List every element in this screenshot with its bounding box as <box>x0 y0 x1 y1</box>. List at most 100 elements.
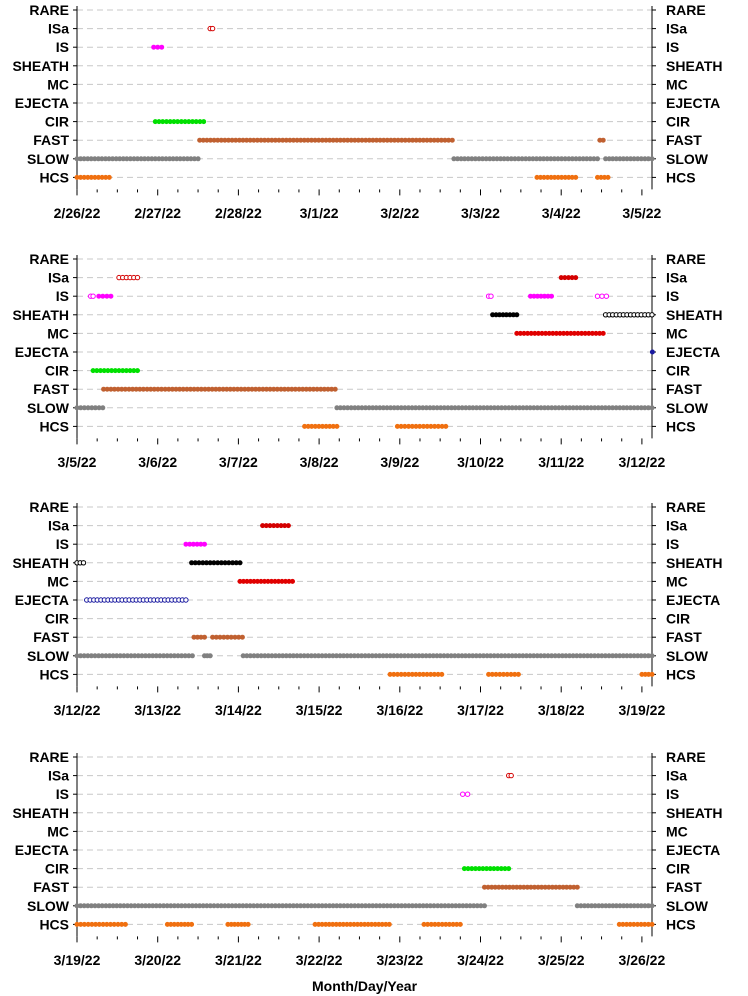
series-fast-segment <box>481 884 580 890</box>
y-label-right-isa: ISa <box>666 518 687 534</box>
data-point-isa <box>573 275 579 281</box>
series-hcs-segment <box>616 921 655 927</box>
series-fast-segment <box>191 634 208 640</box>
data-point-fast <box>332 386 338 392</box>
series-slow-segment <box>334 405 655 411</box>
y-label-left-fast: FAST <box>33 132 69 148</box>
y-label-right-mc: MC <box>666 325 688 341</box>
y-label-left-ejecta: EJECTA <box>15 842 69 858</box>
series-cir-segment <box>152 119 207 125</box>
data-point-is <box>548 293 554 299</box>
series-fast-segment <box>197 137 455 143</box>
series-isa-segment <box>558 275 579 281</box>
y-label-right-ejecta: EJECTA <box>666 592 720 608</box>
y-label-right-cir: CIR <box>666 114 690 130</box>
data-point-sheath <box>80 560 87 566</box>
data-point-fast <box>449 137 455 143</box>
y-label-right-slow: SLOW <box>666 400 709 416</box>
data-point-slow <box>649 405 655 411</box>
data-point-slow <box>594 156 600 162</box>
x-tick-label: 3/4/22 <box>542 205 581 221</box>
y-label-right-rare: RARE <box>666 251 706 267</box>
x-tick-label: 3/20/22 <box>134 952 181 968</box>
data-point-hcs <box>245 921 251 927</box>
y-label-left-sheath: SHEATH <box>12 58 69 74</box>
x-tick-label: 3/17/22 <box>457 702 504 718</box>
data-point-is <box>488 293 494 299</box>
data-point-slow <box>649 653 655 659</box>
y-label-left-hcs: HCS <box>39 169 69 185</box>
series-hcs-segment <box>302 423 340 429</box>
x-tick-label: 3/7/22 <box>219 454 258 470</box>
data-point-ejecta <box>183 597 189 603</box>
y-label-left-isa: ISa <box>48 518 69 534</box>
data-point-hcs <box>573 174 579 180</box>
series-sheath-segment <box>602 312 655 318</box>
x-tick-label: 3/12/22 <box>619 454 666 470</box>
series-sheath-segment <box>490 312 520 318</box>
series-slow-segment <box>74 903 487 909</box>
data-point-slow <box>189 653 195 659</box>
y-label-right-isa: ISa <box>666 21 687 37</box>
y-label-left-slow: SLOW <box>27 151 70 167</box>
data-point-hcs <box>605 174 611 180</box>
x-tick-label: 3/14/22 <box>215 702 262 718</box>
series-cir-segment <box>461 866 512 872</box>
data-point-is <box>100 293 106 299</box>
data-point-slow <box>649 903 655 909</box>
y-label-left-is: IS <box>56 536 69 552</box>
series-is-segment <box>151 44 165 50</box>
data-point-is <box>603 293 610 299</box>
y-label-left-mc: MC <box>47 325 69 341</box>
x-tick-label: 3/12/22 <box>54 702 101 718</box>
y-label-right-hcs: HCS <box>666 169 696 185</box>
data-point-slow <box>481 903 487 909</box>
series-is-segment <box>460 791 471 797</box>
y-label-left-cir: CIR <box>45 363 69 379</box>
series-fast-segment <box>597 137 606 143</box>
y-label-right-cir: CIR <box>666 611 690 627</box>
y-label-right-hcs: HCS <box>666 418 696 434</box>
series-hcs-segment <box>387 671 445 677</box>
y-label-left-rare: RARE <box>29 251 69 267</box>
y-label-right-cir: CIR <box>666 861 690 877</box>
data-point-isa <box>134 274 141 281</box>
x-axis-title: Month/Day/Year <box>312 978 418 994</box>
y-label-left-fast: FAST <box>33 381 69 397</box>
y-label-right-hcs: HCS <box>666 916 696 932</box>
data-point-is <box>599 293 605 299</box>
data-point-hcs <box>439 671 445 677</box>
data-point-hcs <box>386 921 392 927</box>
series-fast-segment <box>101 386 338 392</box>
x-tick-label: 3/6/22 <box>138 454 177 470</box>
y-label-left-ejecta: EJECTA <box>15 95 69 111</box>
data-point-slow <box>195 156 201 162</box>
x-tick-label: 3/25/22 <box>538 952 585 968</box>
x-tick-label: 3/22/22 <box>296 952 343 968</box>
series-is-segment <box>527 293 554 299</box>
data-point-fast <box>239 634 245 640</box>
y-label-right-hcs: HCS <box>666 666 696 682</box>
chart-panel-2: RARE RARE ISa ISa IS IS SHEATH SHEATH MC MC EJECTA… <box>12 251 722 470</box>
series-slow-segment <box>603 156 655 162</box>
series-sheath-segment <box>189 560 243 566</box>
series-fast-segment <box>210 634 245 640</box>
y-label-left-slow: SLOW <box>27 400 70 416</box>
chart-panel-4: RARE RARE ISa ISa IS IS SHEATH SHEATH MC MC EJECTA… <box>12 749 722 968</box>
data-point-is <box>202 541 208 547</box>
data-point-slow <box>100 405 106 411</box>
y-label-left-cir: CIR <box>45 611 69 627</box>
y-label-left-is: IS <box>56 786 69 802</box>
x-tick-label: 3/24/22 <box>457 952 504 968</box>
y-label-right-mc: MC <box>666 573 688 589</box>
y-label-left-is: IS <box>56 39 69 55</box>
y-label-left-hcs: HCS <box>39 916 69 932</box>
y-label-right-is: IS <box>666 288 679 304</box>
data-point-cir <box>135 368 141 374</box>
y-label-left-mc: MC <box>47 76 69 92</box>
data-point-fast <box>574 884 580 890</box>
series-slow-segment <box>74 653 195 659</box>
data-point-isa <box>285 523 291 529</box>
series-isa-segment <box>260 523 291 529</box>
y-label-right-cir: CIR <box>666 363 690 379</box>
